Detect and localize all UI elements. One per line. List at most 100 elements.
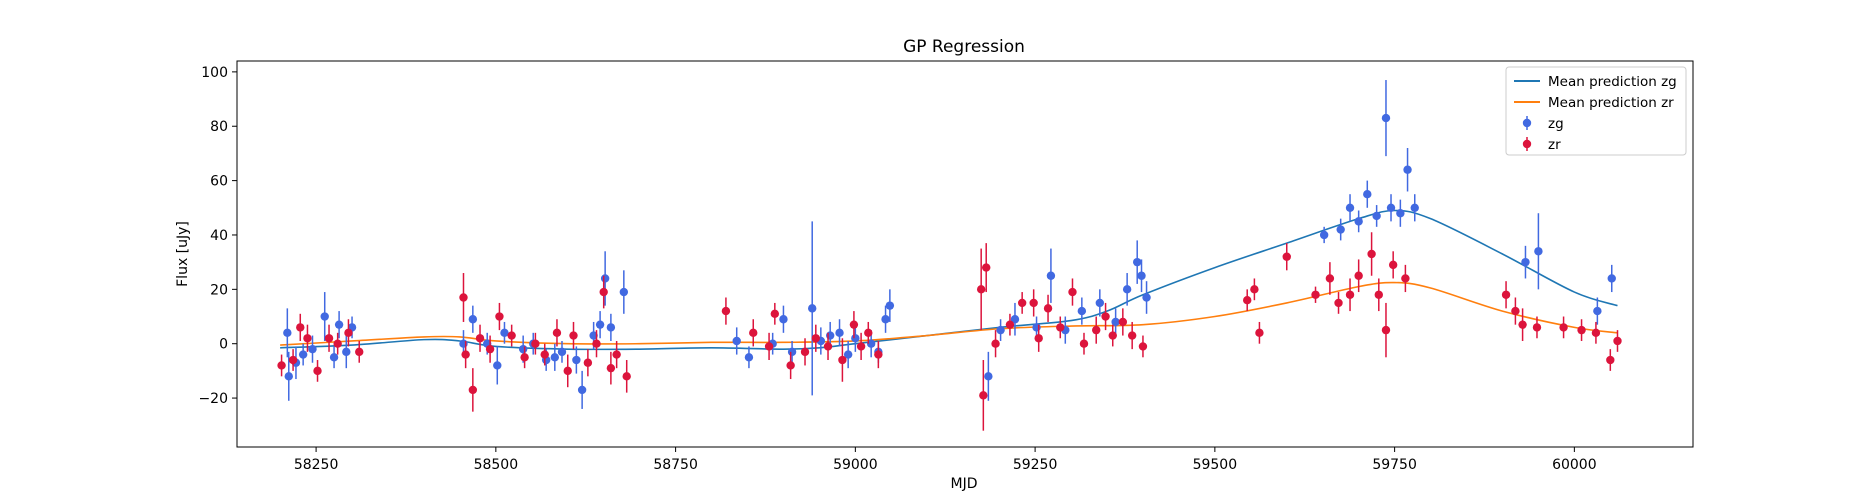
data-point bbox=[619, 287, 629, 297]
data-point bbox=[1511, 306, 1520, 316]
data-point bbox=[838, 355, 847, 365]
data-point bbox=[979, 391, 988, 400]
data-point bbox=[1386, 203, 1396, 212]
data-point bbox=[825, 331, 835, 340]
x-tick-label: 59250 bbox=[1013, 457, 1058, 473]
data-point bbox=[1403, 165, 1412, 174]
data-point bbox=[1374, 290, 1383, 299]
series-zg bbox=[283, 80, 1616, 409]
data-point bbox=[333, 339, 342, 348]
data-point bbox=[577, 385, 587, 395]
data-point bbox=[334, 320, 344, 329]
data-point bbox=[459, 293, 468, 302]
data-point bbox=[1032, 323, 1041, 332]
data-point bbox=[283, 328, 292, 338]
y-axis-label: Flux [uJy] bbox=[175, 221, 191, 287]
data-point bbox=[1101, 312, 1110, 321]
data-point bbox=[1108, 331, 1117, 340]
data-point bbox=[1046, 271, 1056, 280]
data-point bbox=[344, 328, 353, 338]
y-axis: −20 0 20 40 60 80 100 bbox=[198, 65, 237, 407]
data-point bbox=[612, 350, 621, 359]
data-point bbox=[507, 331, 516, 340]
data-point bbox=[468, 315, 478, 324]
data-point bbox=[1068, 287, 1077, 297]
legend-label: Mean prediction zr bbox=[1548, 95, 1674, 111]
data-point bbox=[1336, 225, 1345, 234]
legend-item: zg bbox=[1522, 116, 1564, 132]
data-point bbox=[1388, 260, 1398, 270]
data-point bbox=[1367, 249, 1376, 259]
data-point bbox=[1118, 317, 1128, 327]
data-point bbox=[1606, 355, 1615, 365]
data-point bbox=[1077, 306, 1087, 316]
data-point bbox=[1381, 113, 1391, 123]
data-point bbox=[849, 320, 859, 329]
data-point bbox=[552, 328, 562, 338]
data-point bbox=[1593, 306, 1602, 316]
data-point bbox=[1127, 331, 1137, 340]
data-point bbox=[520, 353, 529, 362]
data-point bbox=[1345, 290, 1355, 299]
y-tick-label: 20 bbox=[210, 282, 228, 298]
data-point bbox=[811, 334, 821, 343]
data-point bbox=[1532, 323, 1542, 332]
data-point bbox=[1255, 328, 1264, 338]
data-point bbox=[1142, 293, 1151, 302]
chart-title: GP Regression bbox=[903, 37, 1025, 57]
data-point bbox=[808, 304, 817, 313]
data-point bbox=[864, 328, 873, 338]
data-point bbox=[563, 366, 572, 376]
data-point bbox=[1029, 298, 1038, 308]
data-point bbox=[1521, 257, 1530, 267]
legend-label: Mean prediction zg bbox=[1548, 74, 1677, 90]
legend-marker-swatch bbox=[1522, 118, 1532, 128]
data-point bbox=[770, 309, 780, 319]
data-point bbox=[800, 347, 810, 357]
data-point bbox=[835, 328, 844, 338]
data-point bbox=[320, 312, 329, 321]
data-point bbox=[595, 320, 605, 329]
data-point bbox=[1410, 203, 1419, 212]
data-point bbox=[518, 344, 528, 354]
data-point bbox=[1534, 247, 1543, 256]
legend-box bbox=[1505, 66, 1687, 156]
data-point bbox=[475, 334, 485, 343]
data-point bbox=[1133, 257, 1142, 267]
x-tick-label: 59750 bbox=[1372, 457, 1417, 473]
x-axis: 58250 58500 58750 59000 59250 59500 59750 60000 bbox=[294, 447, 1597, 473]
data-point bbox=[1354, 217, 1363, 226]
plot-frame bbox=[236, 60, 1694, 448]
data-point bbox=[1138, 342, 1148, 351]
data-point bbox=[461, 350, 470, 359]
data-point bbox=[1381, 325, 1391, 335]
data-point bbox=[485, 344, 495, 354]
data-point bbox=[1010, 315, 1020, 324]
data-point bbox=[531, 339, 540, 348]
data-point bbox=[1250, 285, 1259, 294]
data-point bbox=[1095, 298, 1105, 308]
data-point bbox=[303, 334, 312, 343]
data-point bbox=[1559, 323, 1568, 332]
data-point bbox=[569, 331, 578, 340]
data-point bbox=[599, 287, 608, 297]
data-point bbox=[589, 331, 598, 340]
series-zr bbox=[277, 232, 1622, 431]
data-point bbox=[1401, 274, 1410, 283]
data-point bbox=[885, 301, 895, 310]
data-point bbox=[843, 350, 853, 359]
data-point bbox=[1005, 320, 1015, 329]
data-point bbox=[606, 323, 616, 332]
data-point bbox=[732, 336, 741, 346]
data-point bbox=[786, 361, 795, 370]
data-point bbox=[1591, 328, 1601, 338]
data-point bbox=[1137, 271, 1146, 280]
data-point bbox=[1034, 334, 1043, 343]
data-point bbox=[298, 350, 308, 359]
data-point bbox=[284, 372, 293, 381]
data-point bbox=[984, 372, 993, 381]
data-point bbox=[1396, 209, 1405, 218]
data-point bbox=[557, 347, 567, 357]
y-tick-label: 40 bbox=[210, 228, 228, 244]
